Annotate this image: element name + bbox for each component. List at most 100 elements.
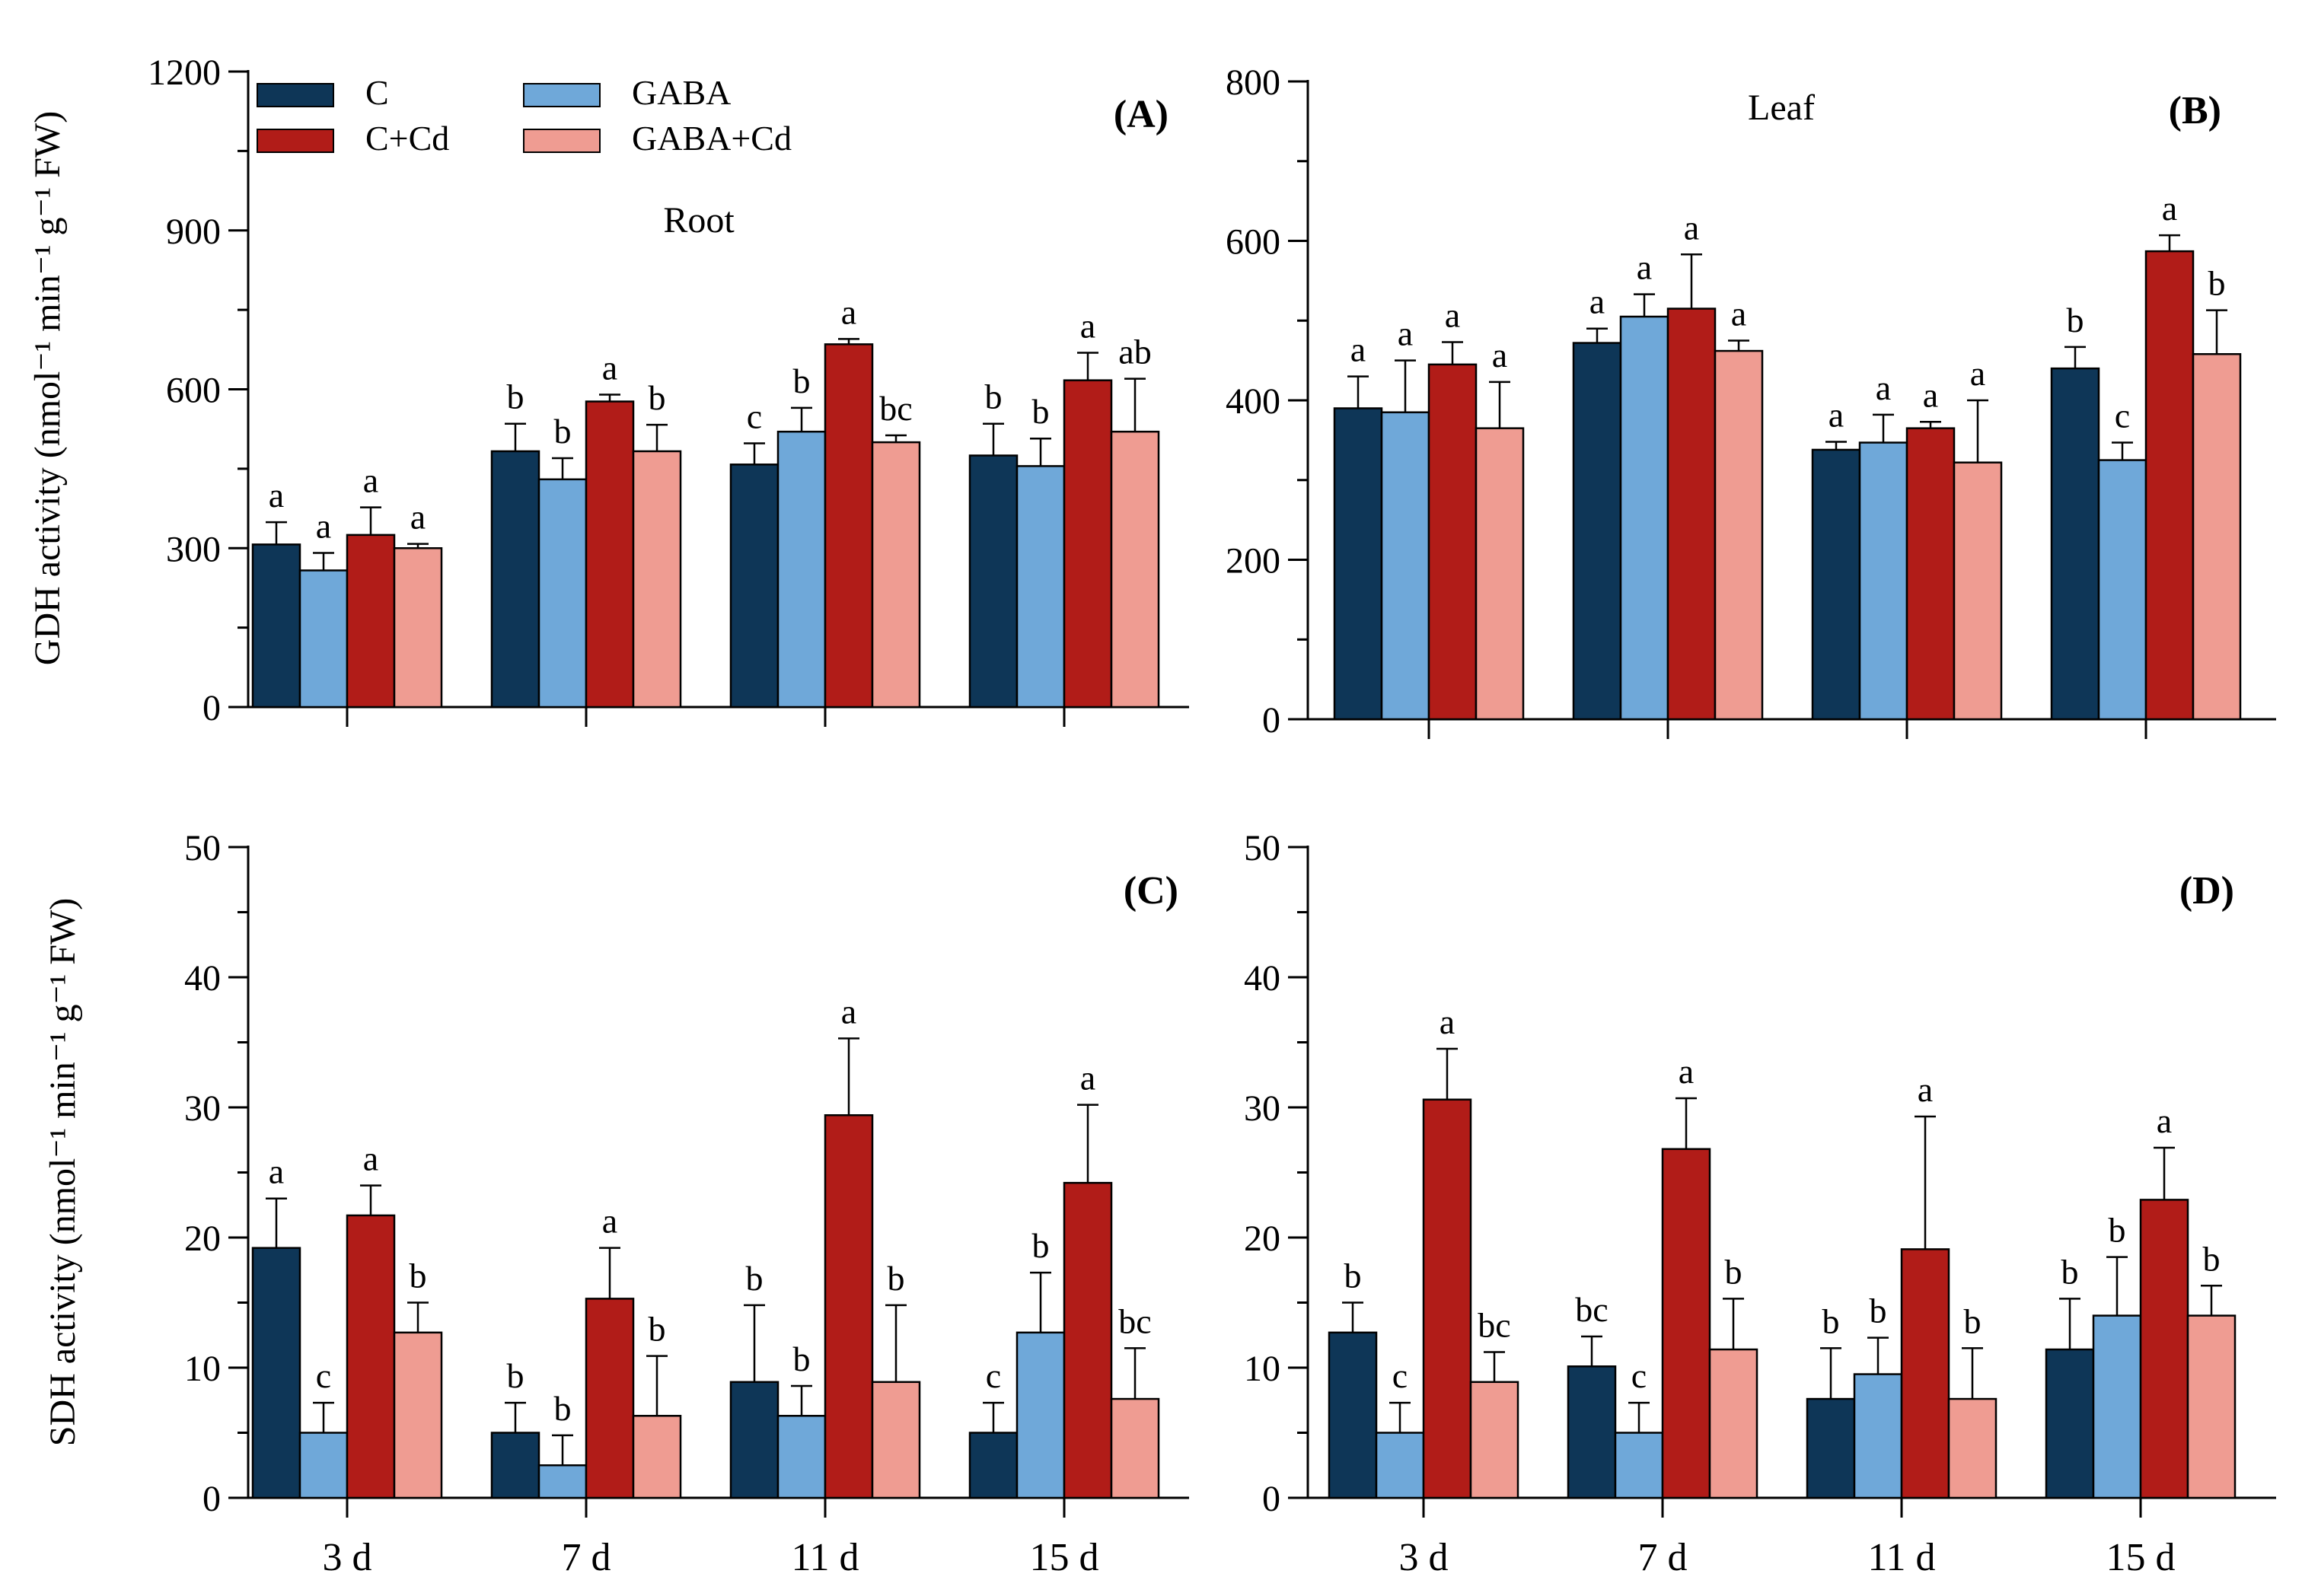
significance-letter: c [316,1356,331,1395]
bar [968,1432,1019,1499]
bar [1110,430,1160,709]
bar [298,1432,349,1499]
significance-letter: b [1344,1257,1362,1295]
y-axis-label: SDH activity (nmol⁻¹ min⁻¹ g⁻¹ FW) [43,898,83,1446]
legend-label: C+Cd [365,119,449,158]
bar [251,543,301,709]
y-tick-label: 0 [202,688,221,728]
bar [1708,1348,1758,1499]
significance-letter: b [1032,392,1050,431]
bar [632,1415,682,1499]
bar [729,1381,780,1499]
x-tick-label: 7 d [562,1536,611,1579]
significance-letter: c [2115,397,2130,435]
y-tick-label: 900 [166,212,221,252]
bar [1905,427,1956,721]
significance-letter: a [1679,1052,1694,1091]
bar [1063,1181,1113,1499]
x-tick-label: 3 d [1399,1536,1449,1579]
bar [776,1415,827,1499]
bar [1110,1397,1160,1499]
legend-swatch [257,83,334,107]
bar [490,450,540,709]
significance-letter: b [793,362,811,400]
legend-swatch [257,129,334,153]
y-tick-label: 1200 [148,53,221,93]
legend-swatch [523,129,601,153]
panel-label: (D) [2179,869,2234,913]
x-tick-label: 11 d [1867,1536,1935,1579]
significance-letter: a [841,292,856,331]
bar [2192,352,2242,721]
y-tick-label: 40 [184,958,221,999]
significance-letter: a [363,1139,378,1178]
legend-label: GABA [632,73,731,112]
bar [2139,1199,2189,1499]
y-tick-label: 20 [184,1219,221,1259]
y-tick-label: 50 [1244,828,1280,868]
significance-letter: b [985,377,1003,416]
significance-letter: b [2208,264,2226,303]
significance-letter: c [986,1356,1001,1395]
significance-letter: a [1923,375,1938,414]
significance-letter: b [2067,301,2084,339]
bar [1953,461,2003,721]
significance-letter: a [1731,294,1746,333]
significance-letter: a [2162,189,2177,228]
y-tick-label: 40 [1244,958,1280,999]
y-axis-label: GDH activity (nmol⁻¹ min⁻¹ g⁻¹ FW) [27,111,68,665]
y-tick-label: 20 [1244,1219,1280,1259]
significance-letter: a [1589,282,1605,321]
bar [1475,427,1525,721]
bar [1572,342,1622,721]
bar [871,441,921,709]
significance-letter: a [1918,1070,1933,1109]
bar [824,343,874,709]
bar [632,450,682,709]
significance-letter: b [2203,1239,2221,1278]
significance-letter: b [793,1340,811,1378]
y-tick-label: 0 [1262,1479,1280,1519]
legend-label: C [365,73,389,112]
significance-letter: b [1964,1301,1982,1340]
significance-letter: a [316,507,331,546]
y-tick-label: 30 [1244,1088,1280,1129]
bar [1619,315,1669,721]
significance-letter: c [1392,1356,1408,1395]
x-tick-label: 15 d [2106,1536,2176,1579]
significance-letter: b [410,1257,427,1295]
bar [490,1432,540,1499]
significance-letter: a [1970,354,1985,393]
panel-label: (A) [1114,93,1169,136]
significance-letter: b [507,1356,524,1395]
bar [1567,1365,1617,1499]
bar [346,534,396,709]
y-tick-label: 50 [184,828,221,868]
bar [1375,1432,1425,1499]
significance-letter: a [602,1202,617,1241]
x-tick-label: 15 d [1030,1536,1099,1579]
significance-letter: a [1440,1002,1455,1041]
x-tick-label: 3 d [323,1536,372,1579]
significance-letter: ab [1118,333,1151,371]
significance-letter: bc [879,389,912,428]
significance-letter: a [1637,248,1652,287]
y-tick-label: 0 [202,1479,221,1519]
significance-letter: bc [1575,1290,1608,1329]
significance-letter: a [363,461,378,500]
significance-letter: a [1398,314,1413,353]
significance-letter: b [746,1259,764,1298]
bar [2097,459,2147,721]
legend-label: GABA+Cd [632,119,792,158]
significance-letter: b [649,378,666,417]
y-tick-label: 300 [166,529,221,569]
bar [1853,1373,1903,1499]
bar [1328,1331,1378,1499]
significance-letter: a [1829,395,1844,434]
significance-letter: b [1725,1252,1742,1291]
bar [1015,1331,1066,1499]
